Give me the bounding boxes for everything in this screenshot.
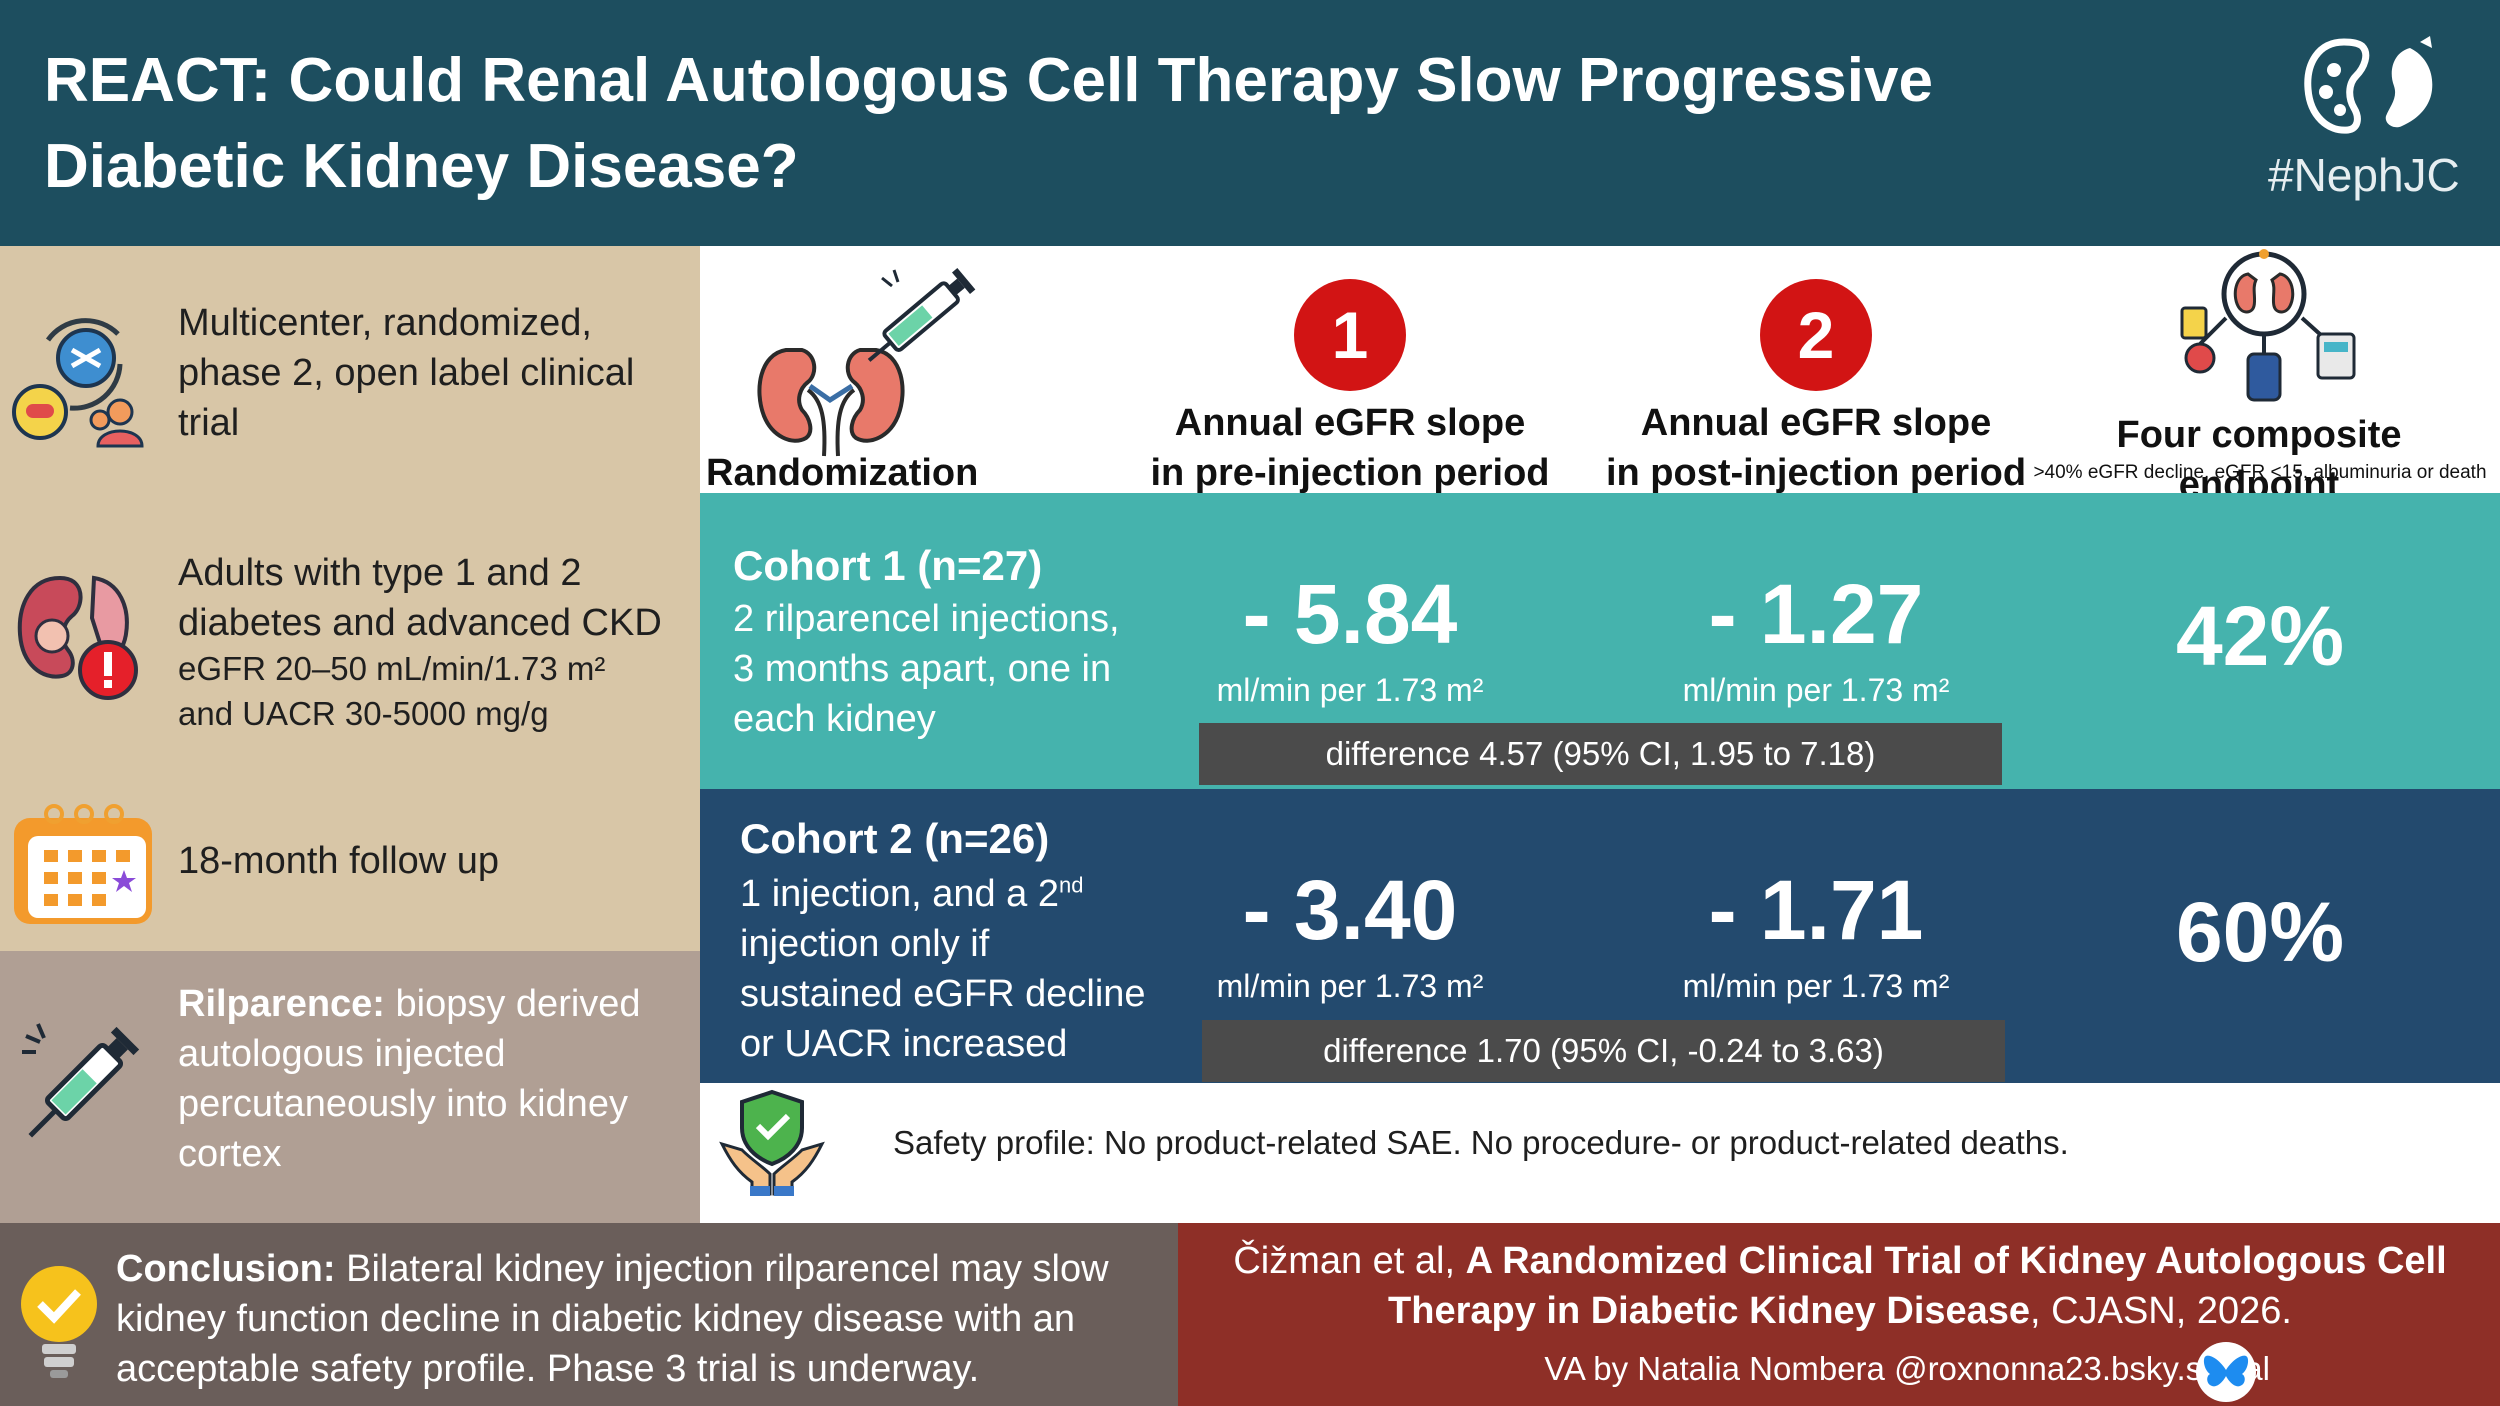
lightbulb-icon <box>21 1266 97 1378</box>
cohort1-pre-unit: ml/min per 1.73 m² <box>1216 672 1484 708</box>
header-bar <box>0 0 2500 246</box>
conclusion-text: Conclusion: Bilateral kidney injection r… <box>116 1244 1166 1394</box>
kidney-injection-icon <box>757 268 976 457</box>
cohort2-desc-line1: 1 injection, and a 2nd <box>740 869 1180 919</box>
cohort1-post-unit: ml/min per 1.73 m² <box>1682 672 1950 708</box>
cohort2-desc-line2: injection only if <box>740 923 990 965</box>
cohort2-desc-line3: sustained eGFR decline <box>740 973 1146 1015</box>
badge-2: 2 <box>1760 279 1872 391</box>
visual-abstract-credit: VA by Natalia Nombera @roxnonna23.bsky.s… <box>1544 1350 2270 1387</box>
citation-journal: , CJASN, 2026. <box>2030 1290 2292 1332</box>
drug-desc-text: biopsy derived autologous injected percu… <box>178 983 641 1175</box>
kidney-warning-icon <box>17 575 138 700</box>
calendar-icon <box>14 804 152 924</box>
col3-header-subtitle: >40% eGFR decline, eGFR <15, albuminuria… <box>2033 462 2487 483</box>
population-criteria-egfr: eGFR 20–50 mL/min/1.73 m² <box>178 650 606 687</box>
syringe-icon <box>22 1023 140 1138</box>
cohort2-desc-line1-text: 1 injection, and a 2 <box>740 873 1060 915</box>
col2-header-line2: in post-injection period <box>1605 452 2027 494</box>
cohort1-desc-line2: 3 months apart, one in <box>733 648 1112 690</box>
col2-header-line1: Annual eGFR slope <box>1640 402 1992 444</box>
cohort2-pre-value: - 3.40 <box>1242 863 1458 957</box>
drug-description: Rilparence: biopsy derived autologous in… <box>178 979 688 1179</box>
citation-text: Čižman et al, A Randomized Clinical Tria… <box>1190 1236 2490 1336</box>
cohort1-desc-line1: 2 rilparencel injections, <box>733 598 1120 640</box>
cohort1-pre-value: - 5.84 <box>1242 567 1458 661</box>
cohort2-pre-unit: ml/min per 1.73 m² <box>1216 968 1484 1004</box>
cohort2-post-unit: ml/min per 1.73 m² <box>1682 968 1950 1004</box>
conclusion-body: Bilateral kidney injection rilparencel m… <box>116 1248 1109 1390</box>
conclusion-panel <box>0 1223 1178 1406</box>
page-title: REACT: Could Renal Autologous Cell Thera… <box>44 46 1933 201</box>
composite-endpoint-icon <box>2180 249 2356 402</box>
citation-panel <box>1178 1223 2500 1406</box>
cohort2-post-value: - 1.71 <box>1708 863 1924 957</box>
sidebar-drug-panel <box>0 951 700 1223</box>
nephjc-hashtag: #NephJC <box>2268 149 2460 201</box>
citation-authors: Čižman et al, <box>1233 1240 1466 1282</box>
col1-header-line1: Annual eGFR slope <box>1174 402 1526 444</box>
col3-header-title: Four composite endpoint <box>2116 414 2402 506</box>
citation-title: A Randomized Clinical Trial of Kidney Au… <box>1388 1240 2447 1332</box>
safety-profile-text: Safety profile: No product-related SAE. … <box>893 1124 2069 1161</box>
population-criteria-uacr: and UACR 30-5000 mg/g <box>178 695 549 732</box>
study-design-text: Multicenter, randomized, phase 2, open l… <box>178 302 635 444</box>
cohort1-post-value: - 1.27 <box>1708 567 1924 661</box>
cohort2-desc-superscript: nd <box>1059 872 1084 898</box>
cohort1-title: Cohort 1 (n=27) <box>733 542 1043 589</box>
randomized-trial-icon <box>12 318 144 448</box>
safety-row <box>700 1083 2500 1223</box>
cohort2-desc-line4: or UACR increased <box>740 1023 1068 1065</box>
cohort1-desc-line3: each kidney <box>733 698 936 740</box>
cohort2-title: Cohort 2 (n=26) <box>740 815 1050 862</box>
randomization-label: Randomization <box>706 452 979 494</box>
col1-header-line2: in pre-injection period <box>1150 452 1550 494</box>
cohort2-difference: difference 1.70 (95% CI, -0.24 to 3.63) <box>1202 1020 2005 1082</box>
safety-shield-icon <box>719 1089 825 1196</box>
cohort1-difference: difference 4.57 (95% CI, 1.95 to 7.18) <box>1199 723 2002 785</box>
drug-name: Rilparence: <box>178 983 385 1025</box>
bluesky-butterfly-icon[interactable] <box>2194 1340 2258 1404</box>
cohort1-composite: 42% <box>2175 589 2345 683</box>
followup-text: 18-month follow up <box>178 840 500 882</box>
conclusion-label: Conclusion: <box>116 1248 336 1290</box>
population-text: Adults with type 1 and 2 diabetes and ad… <box>178 552 662 644</box>
nephjc-logo-icon <box>2304 36 2433 134</box>
cohort2-composite: 60% <box>2175 885 2345 979</box>
badge-1: 1 <box>1294 279 1406 391</box>
